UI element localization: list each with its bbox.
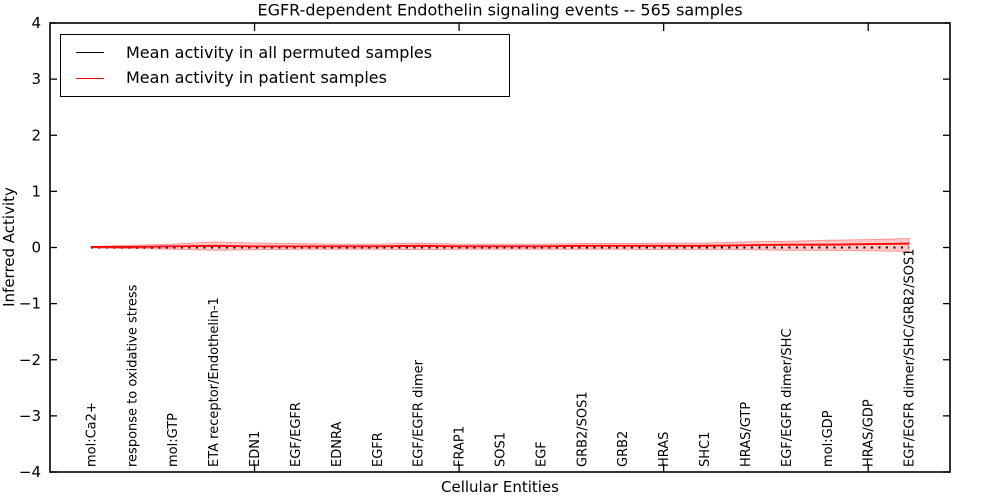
y-tick-label: −2 — [19, 351, 41, 369]
entity-label: GRB2/SOS1 — [575, 391, 590, 467]
legend: Mean activity in all permuted samples Me… — [60, 34, 510, 97]
series-line-patient — [90, 242, 910, 248]
y-tick-label: 1 — [31, 182, 41, 200]
entity-label: HRAS — [657, 432, 672, 467]
y-tick-label: 2 — [31, 126, 41, 144]
entity-label: EDN1 — [248, 431, 263, 467]
entity-label: response to oxidative stress — [125, 284, 140, 467]
entity-label: EDNRA — [330, 422, 345, 467]
legend-label-permuted: Mean activity in all permuted samples — [126, 42, 433, 62]
permuted-line-swatch — [76, 52, 104, 54]
entity-label: mol:GTP — [166, 413, 181, 467]
entity-label: SOS1 — [494, 432, 509, 467]
entity-label: EGF/EGFR dimer — [412, 359, 427, 467]
entity-label: HRAS/GTP — [739, 402, 754, 467]
y-tick-label: 0 — [31, 239, 41, 257]
entity-label: GRB2 — [616, 431, 631, 467]
chart-title: EGFR-dependent Endothelin signaling even… — [257, 0, 743, 20]
y-tick-label: −1 — [19, 295, 41, 313]
entity-label: ETA receptor/Endothelin-1 — [207, 297, 222, 467]
entity-label: FRAP1 — [453, 426, 468, 467]
y-tick-label: −3 — [19, 407, 41, 425]
entity-label: SHC1 — [698, 432, 713, 467]
x-axis-label: Cellular Entities — [441, 478, 559, 496]
entity-label: EGFR — [371, 432, 386, 467]
entity-label: mol:Ca2+ — [84, 402, 99, 467]
y-axis-label: Inferred Activity — [0, 187, 18, 307]
patient-line-swatch — [76, 77, 104, 79]
entity-label: EGF/EGFR — [289, 402, 304, 467]
legend-item-permuted: Mean activity in all permuted samples — [76, 42, 509, 62]
entity-label: mol:GDP — [821, 410, 836, 467]
entity-label: EGF/EGFR dimer/SHC/GRB2/SOS1 — [903, 249, 918, 468]
entity-label: EGF — [534, 441, 549, 467]
y-tick-label: 3 — [31, 70, 41, 88]
legend-item-patient: Mean activity in patient samples — [76, 70, 509, 86]
y-tick-label: 4 — [31, 14, 41, 32]
y-tick-label: −4 — [19, 463, 41, 481]
legend-label-patient: Mean activity in patient samples — [126, 68, 387, 88]
entity-label: HRAS/GDP — [862, 399, 877, 467]
entity-label: EGF/EGFR dimer/SHC — [780, 329, 795, 467]
confidence-band — [90, 238, 910, 252]
